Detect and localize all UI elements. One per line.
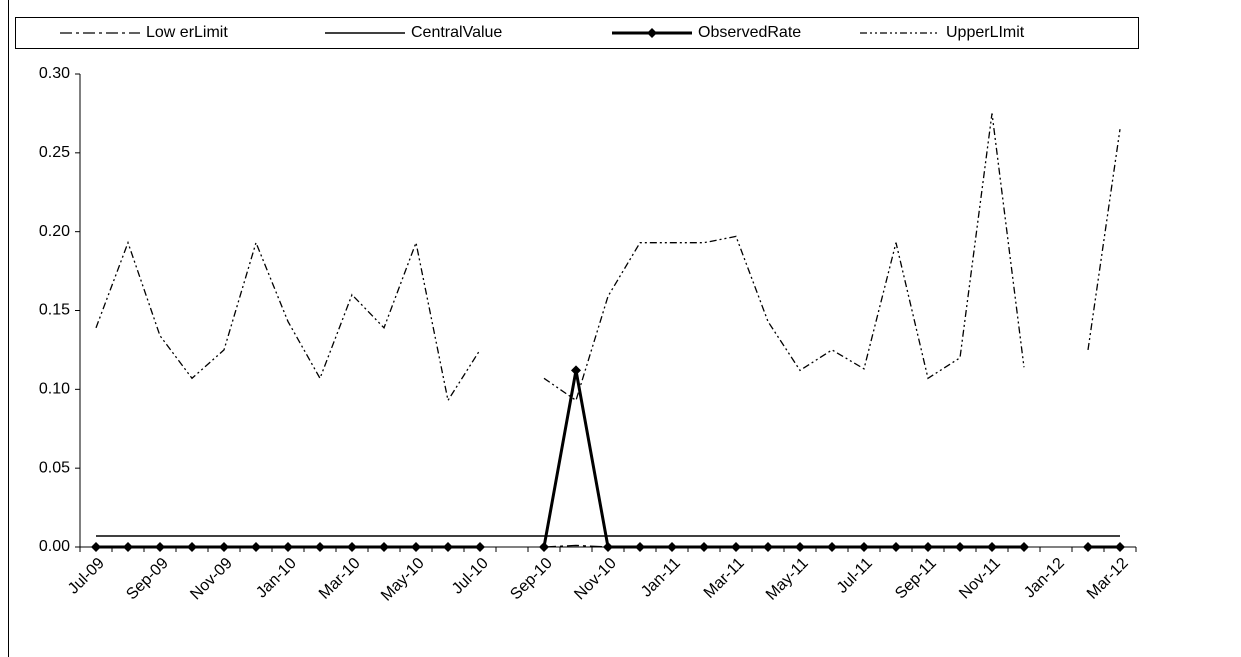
point-marker	[955, 542, 965, 552]
legend-label: Low erLimit	[146, 24, 228, 41]
series-line	[95, 113, 1121, 403]
x-tick-label: Mar-11	[701, 555, 748, 602]
x-tick-label: Jan-10	[253, 555, 300, 602]
legend-box	[15, 17, 1139, 49]
y-tick-label: 0.20	[39, 223, 70, 240]
point-marker	[859, 542, 869, 552]
point-marker	[539, 542, 549, 552]
point-marker	[699, 542, 709, 552]
y-tick-label: 0.00	[39, 538, 70, 555]
point-marker	[667, 542, 677, 552]
x-tick-label: Nov-10	[571, 555, 620, 604]
series-line	[96, 370, 1120, 549]
y-tick-label: 0.15	[39, 302, 70, 319]
point-marker	[283, 542, 293, 552]
legend-label: CentralValue	[411, 24, 502, 41]
x-tick-label: Jan-12	[1021, 555, 1068, 602]
point-marker	[91, 542, 101, 552]
point-marker	[411, 542, 421, 552]
point-marker	[603, 542, 613, 552]
x-tick-label: Jul-10	[449, 555, 492, 598]
point-marker	[731, 542, 741, 552]
legend-label: UpperLImit	[946, 24, 1025, 41]
x-tick-label: Jan-11	[638, 555, 684, 601]
point-marker	[1083, 542, 1093, 552]
x-tick-label: Nov-11	[956, 555, 1004, 603]
point-marker	[475, 542, 485, 552]
point-marker	[987, 542, 997, 552]
point-marker	[795, 542, 805, 552]
point-marker	[1019, 542, 1029, 552]
point-marker	[923, 542, 933, 552]
point-marker	[827, 542, 837, 552]
y-tick-label: 0.25	[39, 144, 70, 161]
point-marker	[891, 542, 901, 552]
x-tick-label: Jul-11	[834, 555, 876, 597]
x-tick-label: Mar-10	[316, 555, 364, 603]
x-tick-label: May-10	[378, 555, 428, 605]
x-tick-label: Sep-09	[123, 555, 172, 604]
x-tick-label: Sep-10	[507, 555, 556, 604]
x-tick-label: Nov-09	[187, 555, 236, 604]
point-marker	[635, 542, 645, 552]
point-marker	[443, 542, 453, 552]
point-marker	[251, 542, 261, 552]
point-marker	[155, 542, 165, 552]
legend-label: ObservedRate	[698, 24, 801, 41]
point-marker	[219, 542, 229, 552]
point-marker	[571, 365, 581, 376]
point-marker	[315, 542, 325, 552]
x-tick-label: Mar-12	[1084, 555, 1132, 603]
y-tick-label: 0.05	[39, 459, 70, 476]
point-marker	[763, 542, 773, 552]
x-tick-label: Sep-11	[892, 555, 940, 603]
point-marker	[347, 542, 357, 552]
y-tick-label: 0.10	[39, 381, 70, 398]
point-marker	[1115, 542, 1125, 552]
y-tick-label: 0.30	[39, 65, 70, 82]
x-tick-label: Jul-09	[65, 555, 108, 598]
x-tick-label: May-11	[763, 555, 812, 604]
point-marker	[123, 542, 133, 552]
point-marker	[187, 542, 197, 552]
legend-marker	[647, 28, 657, 38]
point-marker	[379, 542, 389, 552]
